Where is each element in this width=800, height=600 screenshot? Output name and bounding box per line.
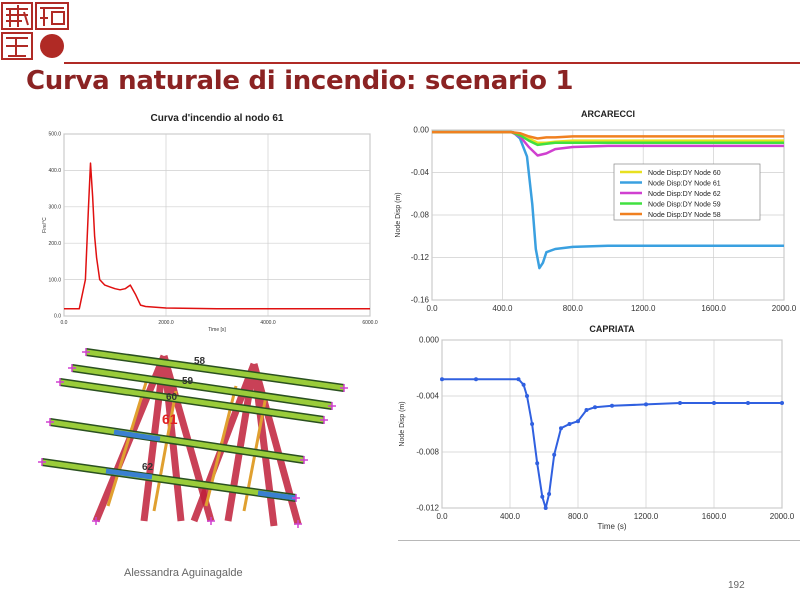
y-tick-label: 100.0 [48,277,61,283]
purlin-label-60: 60 [166,392,178,403]
x-tick-label: 0.0 [426,304,438,313]
page-number: 192 [728,580,745,591]
legend-entry: Node Disp:DY Node 58 [648,212,721,219]
data-point [712,401,716,405]
plot-area [441,339,783,509]
data-point [516,377,521,382]
purlin-label-61: 61 [162,411,178,427]
data-point [525,394,529,398]
legend-entry: Node Disp:DY Node 62 [648,191,721,198]
legend-entry: Node Disp:DY Node 60 [648,170,721,177]
y-axis-label: Fire/°C [42,217,48,233]
institution-logo [0,0,72,62]
x-axis-label: Time (s) [597,522,626,531]
data-point [576,419,580,424]
roof-structure-diagram: 58 59 60 61 62 [38,348,348,528]
x-tick-label: 400.0 [500,512,521,521]
x-tick-label: 2000.0 [772,304,797,313]
x-tick-label: 1600.0 [701,304,726,313]
x-tick-label: 2000.0 [158,320,174,326]
header-divider [64,62,800,64]
x-tick-label: 2000.0 [770,512,795,521]
author-name: Alessandra Aguinagalde [124,567,243,579]
data-point [530,422,535,426]
plot-area [63,133,371,317]
y-tick-label: -0.16 [411,296,430,305]
data-point [610,403,614,408]
x-tick-label: 800.0 [563,304,584,313]
logo-emblem-icon [1,2,69,60]
purlins [41,348,345,502]
data-point [552,452,557,457]
legend-entry: Node Disp:DY Node 61 [648,181,721,188]
data-point [567,422,572,426]
data-point [593,405,597,410]
data-point [644,402,648,407]
chart-divider [398,540,800,541]
y-tick-label: 500.0 [48,132,61,138]
arcarecci-svg: ARCARECCI 0.0 400.0 800.0 1200.0 1600.0 2000.0… [395,109,797,313]
purlin-label-59: 59 [182,376,194,387]
data-point [474,377,478,382]
y-axis-label: Node Disp (m) [395,192,402,237]
chart-title: Curva d'incendio al nodo 61 [151,113,284,124]
y-tick-label: -0.08 [411,211,430,220]
x-tick-label: 800.0 [568,512,589,521]
arcarecci-chart: ARCARECCI 0.0 400.0 800.0 1200.0 1600.0 2000.0… [392,104,800,318]
data-point [440,377,444,382]
y-tick-label: 0.0 [54,314,61,320]
y-axis-label: Node Disp (m) [399,401,406,446]
data-point [547,492,552,496]
y-tick-label: -0.12 [411,253,430,262]
capriata-svg: CAPRIATA 0.0 400.0 800.0 1200.0 1600.0 2000.0 0… [399,324,795,531]
y-tick-label: -0.04 [411,168,430,177]
series-line [64,162,370,310]
x-tick-label: 400.0 [492,304,513,313]
x-axis-label: Time [s] [208,327,226,333]
data-point [678,401,682,405]
legend-entry: Node Disp:DY Node 59 [648,202,721,209]
support-markers [38,348,348,528]
legend-box [613,163,761,221]
slide-title: Curva naturale di incendio: scenario 1 [26,66,574,96]
x-tick-label: 1200.0 [634,512,659,521]
x-tick-label: 1200.0 [631,304,656,313]
y-tick-label: 400.0 [48,168,61,174]
data-point [559,426,563,431]
x-tick-label: 6000.0 [362,320,378,326]
chart-title: CAPRIATA [589,324,635,334]
y-tick-label: -0.012 [416,504,439,513]
y-tick-label: 0.000 [419,336,440,345]
y-tick-label: 200.0 [48,241,61,247]
data-point [535,461,540,466]
series-line [432,130,784,270]
series-line [442,378,782,509]
capriata-chart: CAPRIATA 0.0 400.0 800.0 1200.0 1600.0 2000.0 0… [392,318,800,538]
purlin-label-62: 62 [142,462,154,473]
y-tick-label: 0.00 [413,126,429,135]
y-tick-label: -0.004 [416,392,439,401]
fire-curve-chart: Curva d'incendio al nodo 61 0.0 2000.0 4000… [40,108,380,333]
y-tick-label: 300.0 [48,204,61,210]
purlin-label-58: 58 [194,356,206,367]
chart-title: ARCARECCI [581,109,635,119]
x-tick-label: 0.0 [61,320,68,326]
data-point [543,506,548,510]
series-line [432,130,784,140]
x-tick-label: 4000.0 [260,320,276,326]
y-tick-label: -0.008 [416,448,439,457]
data-point [584,408,589,412]
data-point [780,401,784,405]
structure-3d-view: 58 59 60 61 62 [36,336,356,528]
data-point [540,494,545,499]
data-point [521,382,526,387]
x-tick-label: 1600.0 [702,512,727,521]
fire-curve-svg: Curva d'incendio al nodo 61 0.0 2000.0 4000… [42,113,378,333]
data-point [746,401,750,405]
x-tick-label: 0.0 [436,512,448,521]
